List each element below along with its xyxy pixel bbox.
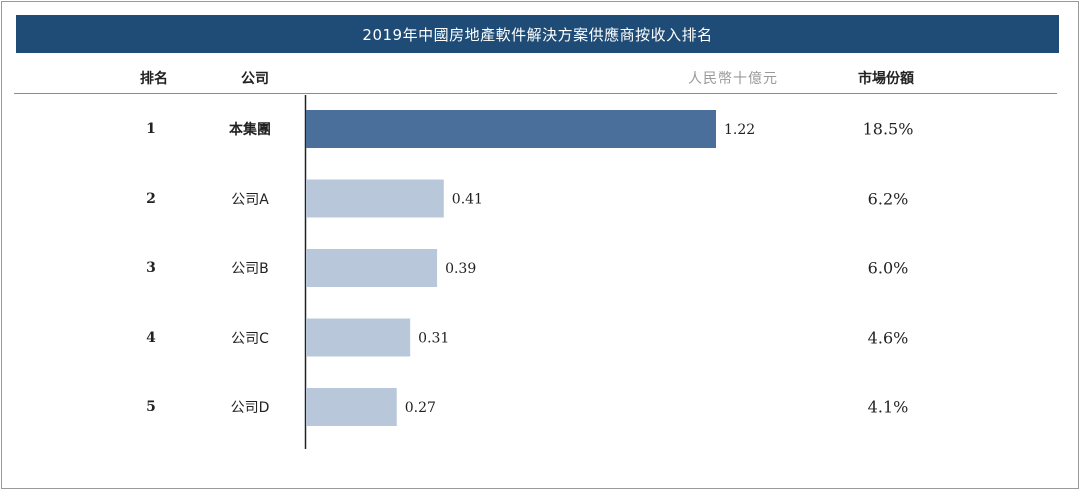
rank-cell: 3 xyxy=(146,260,156,276)
bar-value-label: 0.31 xyxy=(418,331,449,347)
market-share-cell: 18.5% xyxy=(862,119,914,139)
column-header-rank: 排名 xyxy=(140,71,168,87)
bars-group: 1.22 0.41 0.39 0.31 0.27 xyxy=(306,110,755,426)
company-cell: 公司D xyxy=(230,400,270,416)
unit-label: 人民幣十億元 xyxy=(688,71,778,87)
header-divider xyxy=(14,93,1057,94)
market-share-cell: 4.6% xyxy=(867,328,909,347)
bar-value-label: 0.39 xyxy=(445,261,476,277)
bar-value-label: 0.27 xyxy=(405,400,436,416)
column-header-market-share: 市場份額 xyxy=(858,71,914,87)
bar-4 xyxy=(306,318,411,357)
chart-title-text: 2019年中國房地產軟件解決方案供應商按收入排名 xyxy=(362,25,713,44)
company-cell: 公司C xyxy=(231,330,269,347)
market-share-cell: 4.1% xyxy=(867,397,909,417)
company-cell: 公司A xyxy=(231,191,269,208)
column-header-company: 公司 xyxy=(241,71,269,87)
chart-title: 2019年中國房地產軟件解決方案供應商按收入排名 xyxy=(16,15,1059,53)
rank-cell: 1 xyxy=(146,121,156,137)
company-cell: 公司B xyxy=(231,261,269,277)
bar-3 xyxy=(306,249,438,287)
company-cell: 本集團 xyxy=(229,122,271,138)
bar-5 xyxy=(306,388,397,426)
bar-value-label: 0.41 xyxy=(452,192,483,208)
rank-cell: 4 xyxy=(146,329,156,346)
rank-cell: 5 xyxy=(146,399,156,415)
bar-2 xyxy=(306,179,444,218)
market-share-cell: 6.2% xyxy=(867,189,909,208)
bar-1 xyxy=(306,110,716,148)
market-share-cell: 6.0% xyxy=(867,258,909,278)
bar-value-label: 1.22 xyxy=(724,122,755,138)
rank-cell: 2 xyxy=(146,190,156,207)
